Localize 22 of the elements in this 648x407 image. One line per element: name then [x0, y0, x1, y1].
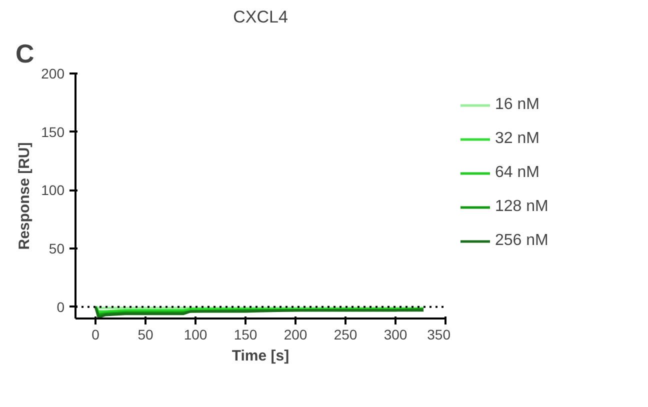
x-axis-title: Time [s] [232, 348, 290, 364]
legend-label: 64 nM [495, 164, 540, 182]
y-tick-label: 100 [41, 182, 65, 198]
y-tick-label: 150 [41, 124, 65, 140]
x-tick-label: 100 [184, 326, 208, 342]
x-tick-label: 250 [334, 326, 358, 342]
legend-label: 256 nM [495, 232, 548, 250]
x-tick-label: 300 [384, 326, 408, 342]
y-axis-title: Response [RU] [16, 142, 34, 250]
x-tick-label: 50 [138, 326, 154, 342]
x-tick-label: 350 [427, 326, 451, 342]
y-tick-label: 0 [56, 298, 65, 315]
y-tick-label: 50 [48, 240, 65, 256]
chart-title: CXCL4 [233, 8, 288, 26]
x-tick-label: 150 [234, 326, 258, 342]
legend-label: 16 nM [495, 96, 540, 114]
text: C [16, 38, 34, 68]
legend-label: 32 nM [495, 130, 540, 148]
x-tick-label: 0 [92, 326, 100, 342]
legend-label: 128 nM [495, 198, 548, 216]
y-tick-label: 200 [41, 66, 65, 82]
x-tick-label: 200 [284, 326, 308, 342]
